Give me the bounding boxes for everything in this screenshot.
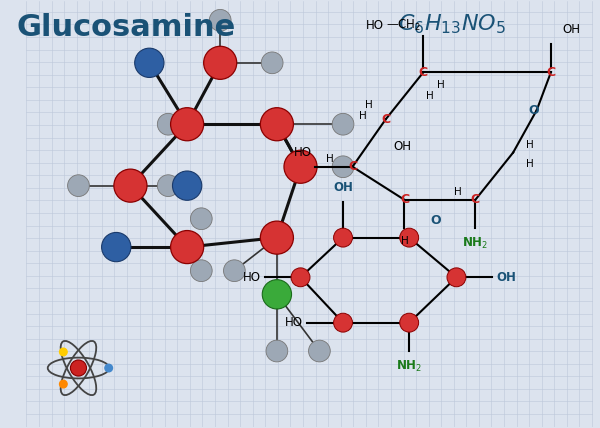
Circle shape [101,232,131,262]
Text: H: H [359,111,367,121]
Text: H: H [526,140,534,150]
Circle shape [134,48,164,77]
Circle shape [59,380,67,388]
Circle shape [334,313,352,332]
Text: OH: OH [333,181,353,194]
Circle shape [203,46,237,79]
Text: HO: HO [286,316,304,329]
Text: H: H [526,159,534,169]
Circle shape [172,171,202,200]
Circle shape [400,313,419,332]
Circle shape [284,150,317,183]
Text: O: O [430,214,441,227]
Circle shape [105,364,112,372]
Circle shape [260,221,293,254]
Text: OH: OH [496,271,516,284]
Text: O: O [529,104,539,116]
Text: $\mathit{C}_6\mathit{H}_{13}\mathit{NO}_5$: $\mathit{C}_6\mathit{H}_{13}\mathit{NO}_… [398,13,506,36]
Circle shape [114,169,147,202]
Circle shape [334,228,352,247]
Circle shape [308,340,330,362]
Text: C: C [400,193,409,206]
Circle shape [170,231,203,264]
Text: C: C [348,160,357,173]
Circle shape [190,208,212,229]
Text: H: H [426,91,434,101]
Text: H: H [401,236,409,246]
Circle shape [400,228,419,247]
Text: H: H [454,187,462,197]
Text: —CH$_2$: —CH$_2$ [386,18,421,33]
Text: C: C [547,66,556,79]
Circle shape [266,340,288,362]
Circle shape [332,156,354,178]
Circle shape [262,279,292,309]
Circle shape [332,113,354,135]
Text: C: C [471,193,480,206]
Text: OH: OH [562,24,580,36]
Circle shape [447,268,466,287]
Text: H: H [365,100,373,110]
Circle shape [157,175,179,196]
Circle shape [266,283,288,305]
Text: C: C [419,66,428,79]
Circle shape [68,175,89,196]
Text: HO: HO [243,271,261,284]
Circle shape [262,52,283,74]
Circle shape [262,110,292,139]
Text: C: C [381,113,390,126]
Circle shape [70,360,86,376]
Circle shape [224,260,245,282]
Text: H: H [326,154,334,164]
Circle shape [59,348,67,356]
Circle shape [291,268,310,287]
Circle shape [157,113,179,135]
Text: H: H [437,80,445,90]
Circle shape [190,260,212,282]
Circle shape [286,152,315,181]
Circle shape [170,108,203,141]
Circle shape [209,9,231,31]
Text: NH$_2$: NH$_2$ [396,359,422,374]
Text: OH: OH [393,140,411,153]
Text: Glucosamine: Glucosamine [16,13,235,42]
Text: NH$_2$: NH$_2$ [463,236,488,251]
Text: HO: HO [294,146,312,159]
Text: HO: HO [365,18,383,32]
Circle shape [260,108,293,141]
